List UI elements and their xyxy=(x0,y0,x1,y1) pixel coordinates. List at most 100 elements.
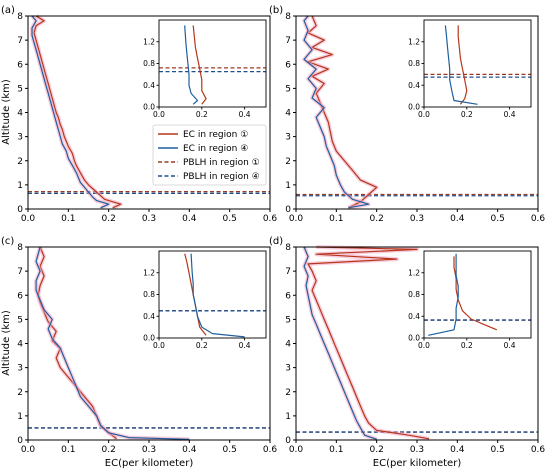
panel-b-xtick-label: 0.0 xyxy=(289,214,304,224)
panel-a-inset-xtick-label: 0.4 xyxy=(239,110,251,119)
panel-a-ytick-label: 8 xyxy=(17,12,23,22)
panel-c-inset-ytick-label: 0.4 xyxy=(143,312,155,321)
panel-d-label: (d) xyxy=(269,236,283,247)
panel-a-series-region4-glow xyxy=(30,14,111,210)
panel-a-inset-xtick-label: 0.2 xyxy=(196,110,208,119)
panel-b-ytick-label: 2 xyxy=(285,157,291,167)
x-axis-title: EC(per kilometer) xyxy=(105,458,194,469)
panel-d-ytick-label: 7 xyxy=(285,267,291,277)
panel-b-inset-series-region1-line xyxy=(457,25,468,105)
panel-c-inset-bg xyxy=(159,251,266,338)
panel-d-inset-xtick-label: 0.0 xyxy=(418,341,430,350)
panel-b-inset-xtick-label: 0.4 xyxy=(504,110,516,119)
panel-c-inset-ytick-label: 0.8 xyxy=(143,290,155,299)
panel-d-ytick-label: 8 xyxy=(285,243,291,253)
panel-b-inset-series-region4-line xyxy=(444,25,478,105)
panel-a-xtick-label: 0.5 xyxy=(223,214,237,224)
panel-a-label: (a) xyxy=(1,5,15,16)
panel-c-xtick-label: 0.5 xyxy=(223,445,237,455)
panel-a-ytick-label: 3 xyxy=(17,133,23,143)
panel-c-series-region1-line xyxy=(37,246,118,440)
panel-b-xtick-label: 0.4 xyxy=(450,214,465,224)
panel-b-inset-ytick-label: 0.8 xyxy=(408,59,420,68)
panel-d-ytick-label: 5 xyxy=(285,315,291,325)
panel-d-inset-xtick-label: 0.2 xyxy=(461,341,473,350)
panel-b-series-region4-line xyxy=(303,15,370,209)
panel-a-xtick-label: 0.1 xyxy=(61,214,75,224)
panel-d-inset-ytick-label: 0.8 xyxy=(408,290,420,299)
panel-d-xtick-label: 0.3 xyxy=(410,445,424,455)
panel-d-series-region1-line xyxy=(307,246,430,440)
panel-c-ytick-label: 0 xyxy=(17,436,23,446)
panel-c-inset-xtick-label: 0.0 xyxy=(153,341,165,350)
panel-c-ytick-label: 1 xyxy=(17,412,23,422)
panel-d-ytick-label: 2 xyxy=(285,388,291,398)
panel-a-ytick-label: 7 xyxy=(17,36,23,46)
panel-d-inset-ytick-label: 1.2 xyxy=(408,268,420,277)
panel-d-xtick-label: 0.0 xyxy=(289,445,304,455)
panel-b-label: (b) xyxy=(269,5,283,16)
panel-c-xtick-label: 0.6 xyxy=(263,445,278,455)
panel-c-xtick-label: 0.3 xyxy=(142,445,156,455)
panel-a-inset-series-region4-line xyxy=(184,25,199,105)
panel-b-ytick-label: 3 xyxy=(285,133,291,143)
panel-b-xtick-label: 0.5 xyxy=(491,214,505,224)
panel-d-series-region4-line xyxy=(303,246,377,440)
panel-b-ytick-label: 1 xyxy=(285,181,291,191)
panel-a-ytick-label: 2 xyxy=(17,157,23,167)
panel-a-inset-ytick-label: 1.2 xyxy=(143,37,155,46)
panel-b-inset-bg xyxy=(424,20,531,107)
panel-a-ytick-label: 6 xyxy=(17,60,23,70)
panel-c-ytick-label: 3 xyxy=(17,364,23,374)
panel-a-inset-ytick-label: 0.4 xyxy=(143,81,155,90)
panel-d-inset-bg xyxy=(424,251,531,338)
panel-b-xtick-label: 0.6 xyxy=(531,214,546,224)
panel-d-inset-ytick-label: 0.4 xyxy=(408,312,420,321)
panel-d-xtick-label: 0.6 xyxy=(531,445,546,455)
panel-c-label: (c) xyxy=(1,236,14,247)
panel-c-xtick-label: 0.1 xyxy=(61,445,75,455)
panel-a-series-region4-line xyxy=(31,15,110,209)
panel-b-xtick-label: 0.3 xyxy=(410,214,424,224)
panel-a-series-region1-line xyxy=(33,15,122,209)
panel-b-xtick-label: 0.1 xyxy=(329,214,343,224)
panel-a-inset-ytick-label: 0.0 xyxy=(143,103,155,112)
panel-a-inset-bg xyxy=(159,20,266,107)
panel-c-xtick-label: 0.4 xyxy=(182,445,197,455)
y-axis-title: Altitude (km) xyxy=(1,79,12,145)
legend-pblh-region1-label: PBLH in region ① xyxy=(183,158,260,168)
panel-a-inset-xtick-label: 0.0 xyxy=(153,110,165,119)
legend-box xyxy=(152,124,267,186)
panel-b-ytick-label: 4 xyxy=(285,109,291,119)
x-axis-title: EC(per kilometer) xyxy=(373,458,462,469)
panel-a-xtick-label: 0.4 xyxy=(182,214,197,224)
panel-d-xtick-label: 0.5 xyxy=(491,445,505,455)
panel-d-inset-xtick-label: 0.4 xyxy=(504,341,516,350)
panel-a-ytick-label: 0 xyxy=(17,205,23,215)
panel-a-ytick-label: 4 xyxy=(17,109,23,119)
panel-b-inset-ytick-label: 0.4 xyxy=(408,81,420,90)
panel-a-xtick-label: 0.0 xyxy=(21,214,36,224)
panel-d-ytick-label: 1 xyxy=(285,412,291,422)
panel-b-inset-xtick-label: 0.0 xyxy=(418,110,430,119)
legend-ec-region1-label: EC in region ① xyxy=(183,130,248,140)
panel-b-inset-ytick-label: 1.2 xyxy=(408,37,420,46)
panel-c-ytick-label: 7 xyxy=(17,267,23,277)
panel-d-xtick-label: 0.1 xyxy=(329,445,343,455)
panel-c-ytick-label: 8 xyxy=(17,243,23,253)
panel-d-inset-ytick-label: 0.0 xyxy=(408,334,420,343)
panel-a-ytick-label: 1 xyxy=(17,181,23,191)
panel-d-ytick-label: 4 xyxy=(285,340,291,350)
panel-c-ytick-label: 4 xyxy=(17,340,23,350)
panel-a-inset-ytick-label: 0.8 xyxy=(143,59,155,68)
panel-c-inset-series-region4-line xyxy=(190,253,245,338)
panel-b-xtick-label: 0.2 xyxy=(370,214,384,224)
legend-ec-region4-label: EC in region ④ xyxy=(183,144,248,154)
panel-c-inset-ytick-label: 1.2 xyxy=(143,268,155,277)
panel-c-series-region4-line xyxy=(35,246,190,440)
panel-b-ytick-label: 5 xyxy=(285,84,291,94)
panel-c-ytick-label: 5 xyxy=(17,315,23,325)
panel-d-inset-series-region4-line xyxy=(428,253,459,336)
panel-b-ytick-label: 7 xyxy=(285,36,291,46)
